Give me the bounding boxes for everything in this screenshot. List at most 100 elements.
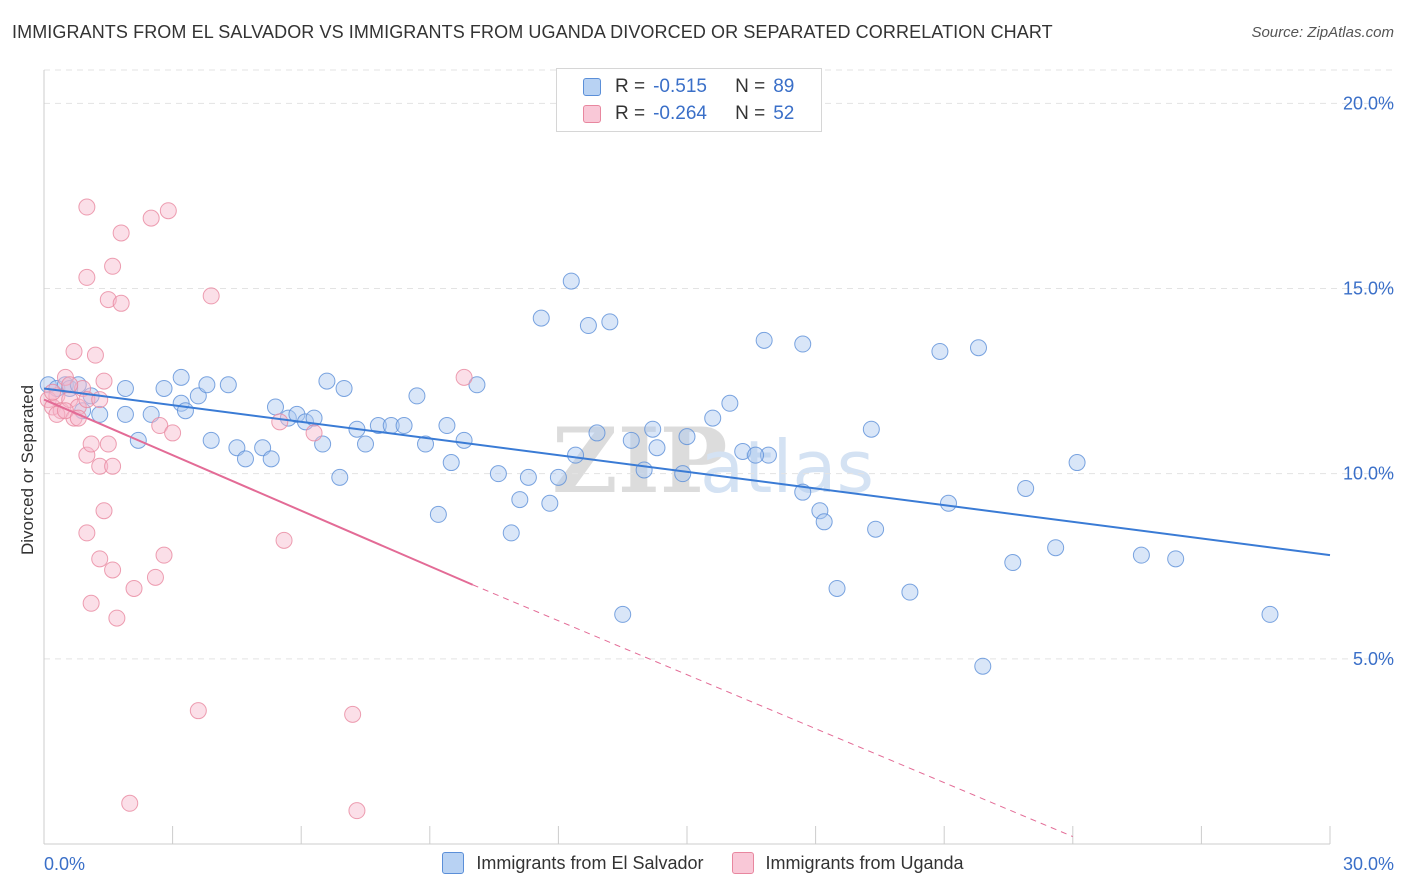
- point-el-salvador: [562, 272, 580, 290]
- legend-row-uganda: R = -0.264 N = 52: [583, 101, 794, 127]
- point-uganda: [99, 291, 117, 309]
- trendline-uganda: [43, 398, 474, 586]
- legend-r-value: -0.515: [653, 76, 707, 97]
- point-el-salvador: [155, 379, 173, 397]
- watermark-atlas: atlas: [700, 425, 874, 509]
- point-el-salvador: [541, 494, 559, 512]
- point-uganda: [78, 524, 96, 542]
- point-uganda: [344, 705, 362, 723]
- point-el-salvador: [1167, 550, 1185, 568]
- point-el-salvador: [116, 379, 134, 397]
- point-el-salvador: [219, 376, 237, 394]
- point-uganda: [151, 417, 169, 435]
- point-el-salvador: [969, 339, 987, 357]
- point-el-salvador: [429, 505, 447, 523]
- point-uganda: [44, 383, 62, 401]
- point-el-salvador: [417, 435, 435, 453]
- point-el-salvador: [266, 398, 284, 416]
- point-el-salvador: [549, 468, 567, 486]
- point-uganda: [125, 579, 143, 597]
- point-el-salvador: [502, 524, 520, 542]
- point-el-salvador: [116, 405, 134, 423]
- point-el-salvador: [939, 494, 957, 512]
- point-el-salvador: [635, 461, 653, 479]
- point-el-salvador: [815, 513, 833, 531]
- point-el-salvador: [357, 435, 374, 453]
- point-el-salvador: [172, 368, 190, 386]
- correlation-legend: R = -0.515 N = 89 R = -0.264 N = 52: [556, 68, 822, 132]
- point-el-salvador: [759, 446, 777, 464]
- point-el-salvador: [318, 372, 336, 390]
- point-el-salvador: [395, 417, 413, 435]
- point-el-salvador: [931, 342, 949, 360]
- point-el-salvador: [519, 468, 537, 486]
- series-legend-label: Immigrants from El Salvador: [476, 852, 704, 873]
- x-tick-label: 30.0%: [1343, 854, 1394, 874]
- point-el-salvador: [442, 454, 460, 472]
- point-el-salvador: [601, 313, 619, 331]
- point-el-salvador: [331, 468, 349, 486]
- point-uganda: [82, 435, 100, 453]
- point-el-salvador: [1004, 554, 1022, 572]
- series-swatch-blue: [442, 852, 465, 874]
- point-uganda: [275, 531, 293, 549]
- point-el-salvador: [369, 417, 387, 435]
- point-el-salvador: [678, 428, 696, 446]
- series-swatch-pink: [731, 852, 754, 874]
- point-el-salvador: [1261, 605, 1279, 623]
- point-uganda: [146, 568, 164, 586]
- series-legend-label: Immigrants from Uganda: [765, 852, 964, 873]
- chart-title: IMMIGRANTS FROM EL SALVADOR VS IMMIGRANT…: [12, 22, 1053, 42]
- legend-r-label: R =: [615, 103, 646, 124]
- point-el-salvador: [588, 424, 606, 442]
- legend-r-label: R =: [615, 76, 646, 97]
- point-el-salvador: [901, 583, 919, 601]
- legend-r-value: -0.264: [653, 103, 707, 124]
- point-el-salvador: [828, 579, 846, 597]
- legend-n-label: N =: [735, 76, 766, 97]
- trendline-el-salvador: [43, 387, 1331, 557]
- point-uganda: [104, 257, 122, 275]
- point-el-salvador: [644, 420, 662, 438]
- point-uganda: [48, 405, 66, 423]
- point-uganda: [91, 457, 109, 475]
- point-uganda: [95, 502, 113, 520]
- point-el-salvador: [862, 420, 880, 438]
- point-el-salvador: [335, 379, 353, 397]
- point-uganda: [78, 198, 96, 216]
- point-el-salvador: [721, 394, 739, 412]
- y-tick-label: 5.0%: [1353, 649, 1394, 669]
- point-uganda: [164, 424, 182, 442]
- legend-n-label: N =: [735, 103, 766, 124]
- point-el-salvador: [755, 331, 773, 349]
- x-tick-label: 0.0%: [44, 854, 85, 874]
- point-el-salvador: [867, 520, 885, 538]
- point-el-salvador: [91, 405, 109, 423]
- point-uganda: [91, 550, 109, 568]
- point-el-salvador: [198, 376, 216, 394]
- point-uganda: [112, 294, 130, 312]
- point-uganda: [155, 546, 173, 564]
- point-uganda: [271, 413, 289, 431]
- point-uganda: [82, 594, 100, 612]
- series-legend: Immigrants from El Salvador Immigrants f…: [0, 852, 1406, 874]
- legend-swatch-pink: [583, 105, 601, 123]
- point-el-salvador: [579, 317, 597, 335]
- point-uganda: [95, 372, 113, 390]
- point-el-salvador: [974, 657, 992, 675]
- point-el-salvador: [438, 417, 456, 435]
- point-uganda: [112, 224, 130, 242]
- point-uganda: [99, 435, 117, 453]
- series-legend-el-salvador: Immigrants from El Salvador: [442, 852, 704, 874]
- point-el-salvador: [489, 465, 507, 483]
- point-uganda: [78, 268, 96, 286]
- point-el-salvador: [747, 446, 765, 464]
- point-el-salvador: [1047, 539, 1065, 557]
- point-uganda: [305, 424, 323, 442]
- point-el-salvador: [408, 387, 426, 405]
- point-uganda: [78, 446, 96, 464]
- point-el-salvador: [455, 431, 473, 449]
- point-el-salvador: [236, 450, 254, 468]
- point-el-salvador: [674, 465, 692, 483]
- legend-n-value: 52: [773, 103, 795, 124]
